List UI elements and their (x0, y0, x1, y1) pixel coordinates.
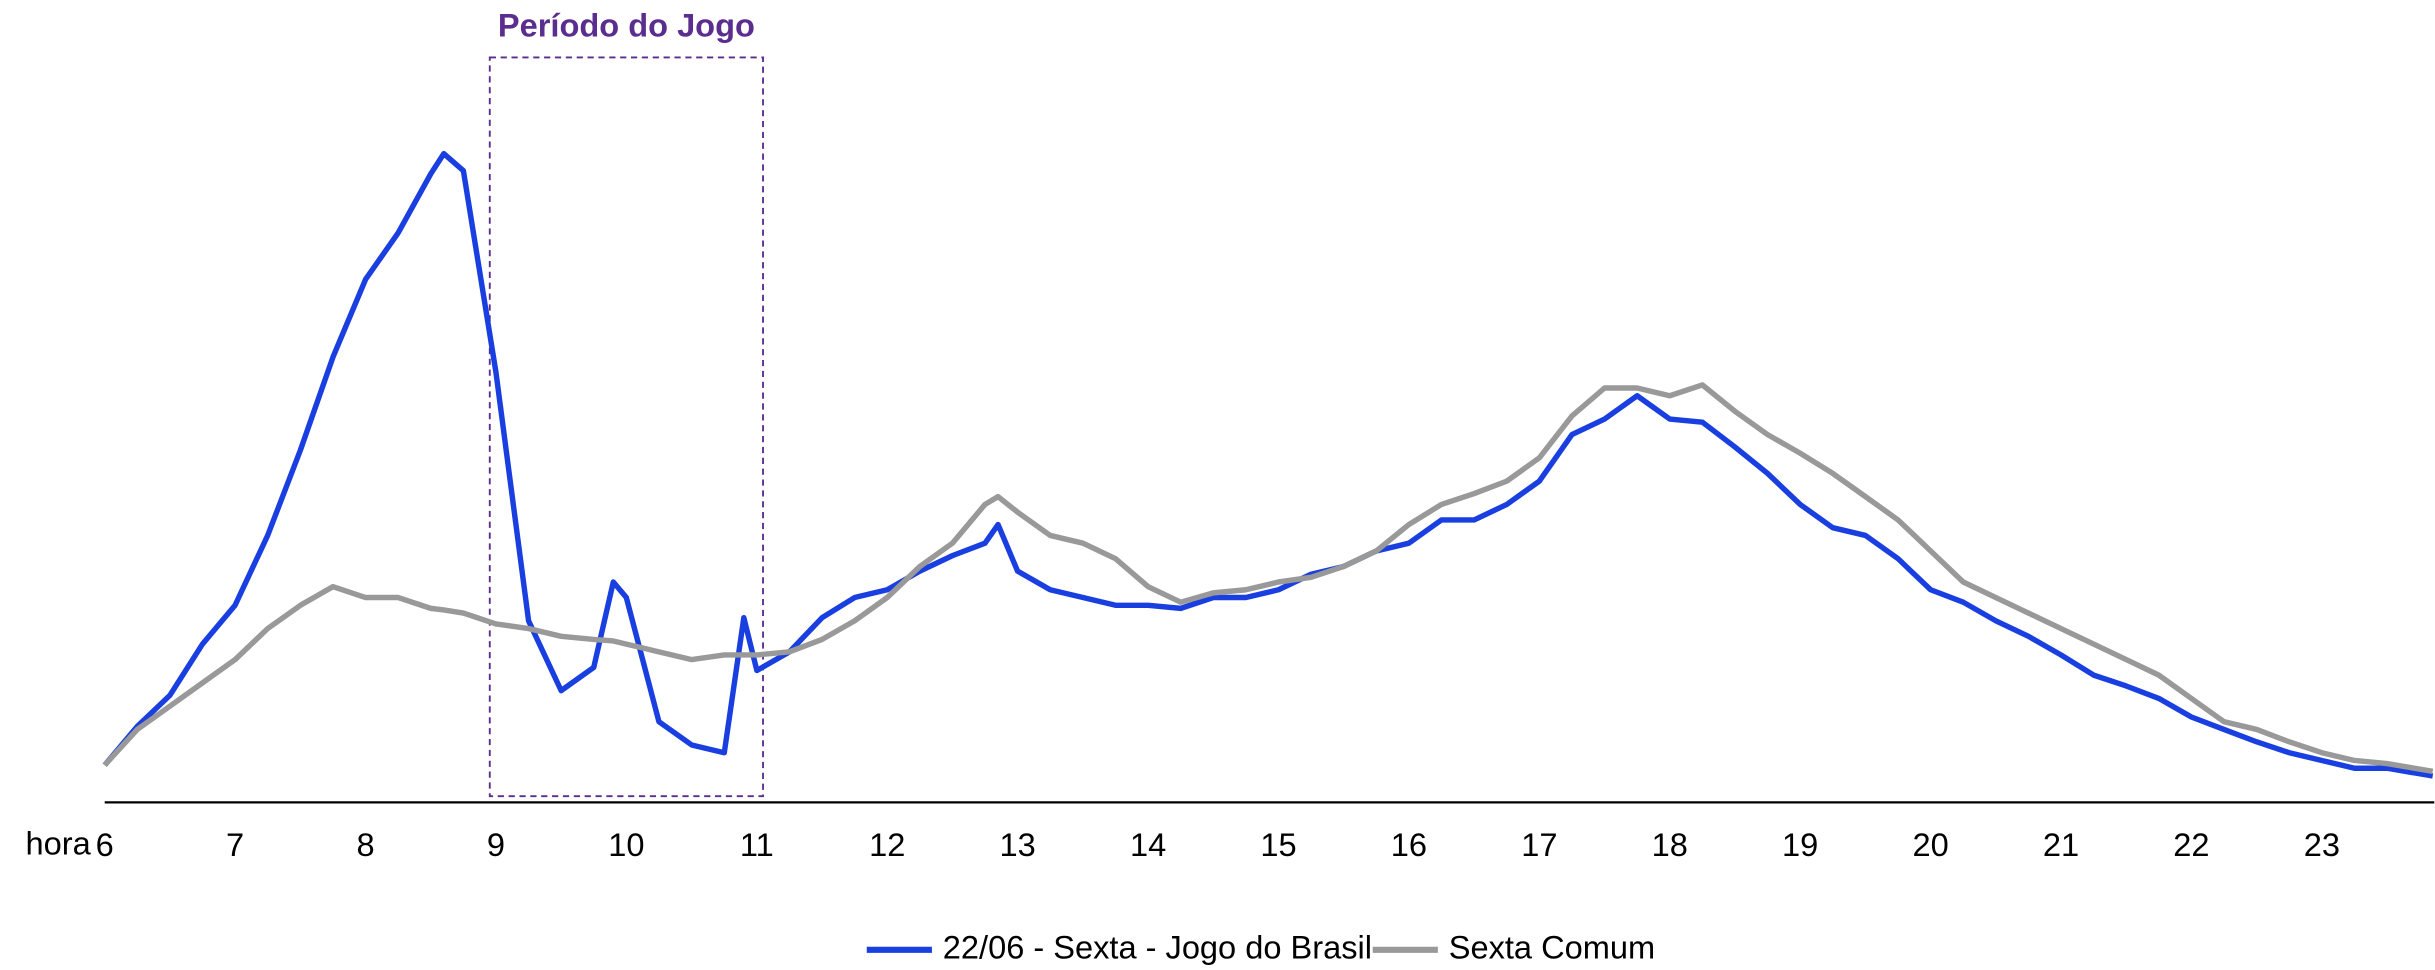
x-tick-label: 22 (2173, 826, 2209, 863)
x-axis-label: hora (26, 824, 92, 861)
legend-label: Sexta Comum (1449, 928, 1655, 965)
annotation-text: Período do Jogo (498, 7, 755, 44)
x-tick-label: 17 (1521, 826, 1557, 863)
x-tick-label: 13 (1000, 826, 1036, 863)
x-tick-label: 11 (740, 826, 774, 863)
x-tick-label: 15 (1260, 826, 1296, 863)
x-tick-label: 14 (1130, 826, 1166, 863)
x-tick-label: 7 (226, 826, 244, 863)
x-tick-label: 21 (2043, 826, 2079, 863)
x-tick-label: 18 (1652, 826, 1688, 863)
x-tick-label: 6 (96, 826, 114, 863)
annotation-box (488, 56, 764, 798)
legend-label: 22/06 - Sexta - Jogo do Brasil (943, 928, 1372, 965)
x-tick-label: 8 (356, 826, 374, 863)
x-tick-label: 16 (1391, 826, 1427, 863)
x-tick-label: 10 (608, 826, 644, 863)
x-tick-label: 9 (487, 826, 505, 863)
x-tick-label: 20 (1912, 826, 1948, 863)
series-line (102, 382, 2434, 775)
series-line (102, 150, 2434, 779)
x-tick-label: 12 (869, 826, 905, 863)
x-tick-label: 23 (2304, 826, 2340, 863)
x-tick-label: 19 (1782, 826, 1818, 863)
